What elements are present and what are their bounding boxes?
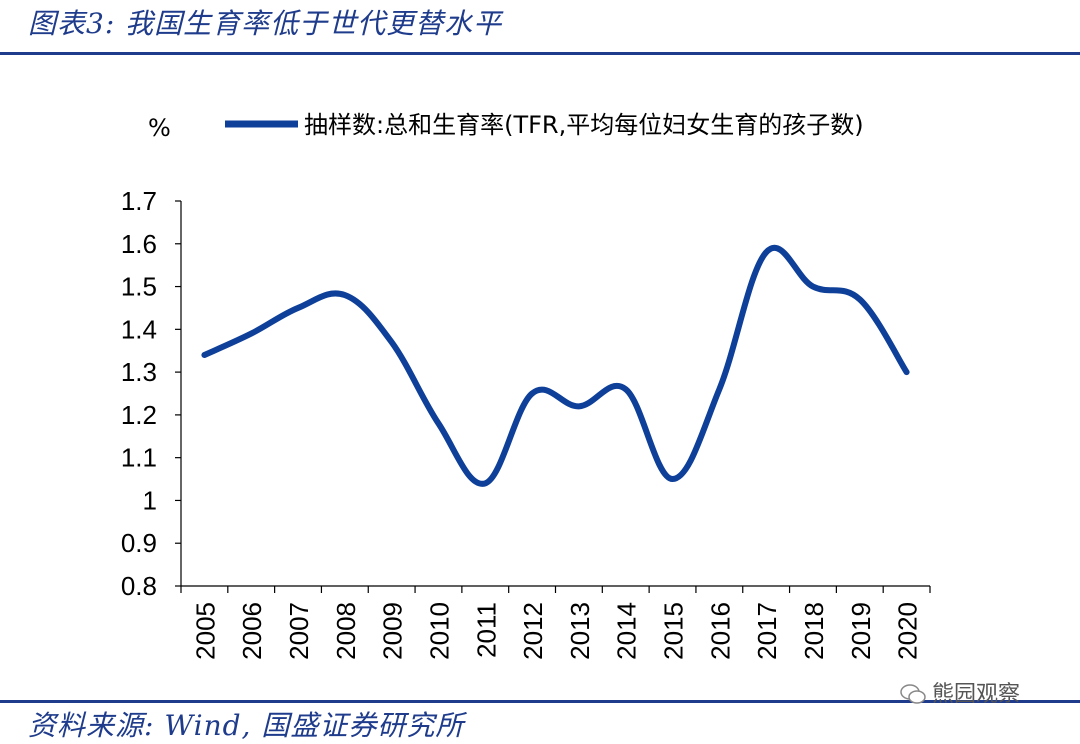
x-tick-label: 2018	[799, 602, 829, 660]
x-tick-label: 2015	[659, 602, 689, 660]
y-tick-label: 1.7	[121, 186, 157, 216]
line-chart: % 抽样数:总和生育率(TFR,平均每位妇女生育的孩子数) 1.71.61.51…	[121, 111, 931, 660]
y-tick-label: 1.6	[121, 229, 157, 259]
x-tick-label: 2019	[846, 602, 876, 660]
x-tick-label: 2006	[237, 602, 267, 660]
x-tick-label: 2005	[190, 602, 220, 660]
header-rule	[0, 52, 1080, 55]
y-axis: 1.7 1.6 1.5 1.4 1.3 1.2 1.1 1 0.9 0.8	[121, 186, 182, 601]
source-note: 资料来源: Wind, 国盛证券研究所	[28, 709, 465, 742]
y-tick-label: 1.2	[121, 400, 157, 430]
figure-title: 图表3: 我国生育率低于世代更替水平	[28, 7, 503, 40]
data-points	[204, 252, 907, 484]
watermark-text: 熊园观察	[932, 682, 1021, 707]
x-tick-label: 2008	[331, 602, 361, 660]
y-tick-label: 0.8	[121, 571, 157, 601]
x-tick-label: 2017	[752, 602, 782, 660]
x-tick-label: 2009	[378, 602, 408, 660]
x-tick-label: 2011	[471, 602, 501, 658]
x-axis: 2005 2006 2007 2008 2009 2010 2011 2012 2013 2014…	[180, 585, 931, 660]
x-tick-label: 2016	[705, 602, 735, 660]
y-tick-label: 1.5	[121, 272, 157, 302]
y-unit-label: %	[148, 114, 171, 142]
y-tick-label: 0.9	[121, 528, 157, 558]
x-tick-label: 2013	[565, 602, 595, 660]
legend-label: 抽样数:总和生育率(TFR,平均每位妇女生育的孩子数)	[304, 111, 864, 139]
y-tick-label: 1.3	[121, 357, 157, 387]
wechat-icon	[900, 684, 926, 704]
x-tick-label: 2007	[284, 602, 314, 660]
y-tick-label: 1	[143, 485, 157, 515]
footer-rule	[0, 700, 1080, 703]
x-tick-label: 2014	[612, 602, 642, 660]
x-tick-label: 2020	[893, 602, 923, 660]
y-tick-label: 1.4	[121, 314, 157, 344]
x-tick-label: 2010	[424, 602, 454, 660]
watermark: 熊园观察	[900, 676, 1020, 708]
x-tick-label: 2012	[518, 602, 548, 660]
y-tick-label: 1.1	[121, 443, 157, 473]
series-line-tfr	[201, 245, 910, 487]
